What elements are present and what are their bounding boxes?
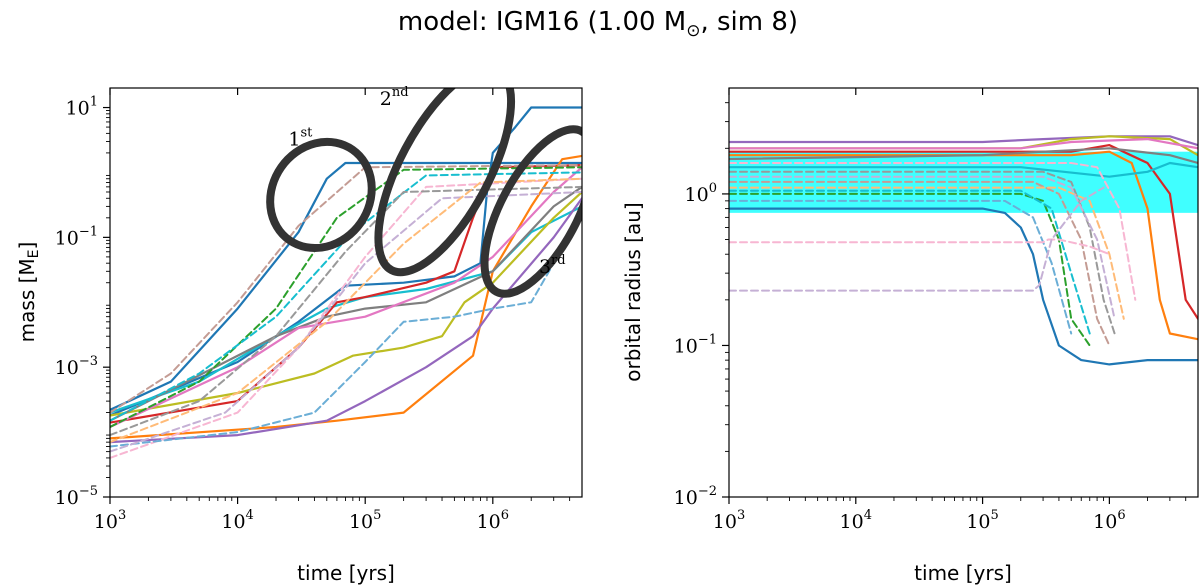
stage-label-1: 1st bbox=[288, 126, 313, 151]
mass-plot-frame bbox=[109, 87, 583, 498]
orbit-series-dash-pink-low bbox=[729, 238, 1111, 256]
mass-series-dash-brown bbox=[110, 164, 582, 414]
mass-series-dash-green bbox=[110, 166, 582, 428]
orbit-x-tick-label: 105 bbox=[966, 508, 998, 533]
mass-y-label-sub: E bbox=[26, 249, 42, 258]
orbit-x-tick-label: 106 bbox=[1093, 508, 1125, 533]
mass-x-tick-label: 105 bbox=[349, 508, 381, 533]
mass-y-tick-label: 10−1 bbox=[55, 224, 98, 249]
orbit-series-solid-orange bbox=[729, 150, 1198, 341]
orbit-x-tick-label: 103 bbox=[713, 508, 745, 533]
orbit-series-solid-pink bbox=[729, 138, 1198, 150]
mass-series-dash-orange bbox=[110, 177, 582, 444]
mass-series-dash-lightblue bbox=[110, 262, 555, 448]
orbit-panel: 103 104 105 106 10−2 10−1 100 time [yrs] orbit… bbox=[621, 87, 1199, 585]
orbit-y-tick-label: 100 bbox=[685, 181, 717, 206]
figure-title: model: IGM16 (1.00 M⊙, sim 8) bbox=[398, 7, 798, 41]
orbit-y-tick-label: 10−2 bbox=[674, 484, 717, 509]
mass-series-solid-purple bbox=[110, 197, 582, 444]
stage-label-2: 2nd bbox=[380, 85, 409, 110]
orbit-series-solid-red bbox=[729, 144, 1198, 320]
mass-panel: 103 104 105 106 10−5 10−3 10−1 101 1st 2nd 3rd ti… bbox=[15, 85, 583, 585]
title-suffix: , sim 8) bbox=[700, 7, 798, 37]
orbit-series-dash-orange bbox=[729, 186, 1125, 320]
orbit-series-solid-cyan bbox=[729, 161, 1198, 178]
orbit-y-label: orbital radius [au] bbox=[621, 202, 645, 381]
title-prefix: model: IGM16 (1.00 M bbox=[398, 7, 686, 37]
mass-y-tick-label: 10−5 bbox=[55, 484, 98, 509]
orbit-series-dash-pink bbox=[729, 162, 1137, 301]
orbit-series-dash-lightblue bbox=[729, 199, 1073, 335]
mass-y-label-main: mass [M bbox=[15, 258, 39, 342]
mass-y-tick-label: 101 bbox=[66, 95, 98, 120]
mass-series-dash-gray bbox=[110, 185, 582, 437]
orbit-series-dash-cyan bbox=[729, 189, 1091, 335]
orbit-plot-frame bbox=[728, 87, 1199, 498]
mass-series-dash-cyan bbox=[110, 171, 582, 422]
mass-series-solid-blue-1 bbox=[110, 161, 582, 411]
orbit-series-dash-purple-low bbox=[729, 186, 1105, 292]
mass-x-tick-label: 106 bbox=[477, 508, 509, 533]
orbit-x-tick-label: 104 bbox=[840, 508, 872, 533]
stage-label-3: 3rd bbox=[539, 253, 566, 278]
orbit-series-solid-gray bbox=[729, 147, 1198, 165]
sun-symbol: ⊙ bbox=[686, 21, 700, 41]
stage-ellipse-2 bbox=[374, 88, 516, 277]
orbit-series-dash-purple-light bbox=[729, 175, 1116, 320]
mass-y-label-end: ] bbox=[15, 242, 39, 250]
orbit-series-solid-blue bbox=[729, 207, 1198, 366]
orbit-series-dash-green bbox=[729, 192, 1091, 347]
mass-y-label: mass [ME] bbox=[15, 242, 42, 343]
mass-series-solid-olive bbox=[110, 190, 582, 417]
mass-x-tick-label: 104 bbox=[221, 508, 253, 533]
mass-x-tick-label: 103 bbox=[94, 508, 126, 533]
mass-series-dash-pink bbox=[110, 177, 582, 459]
stage-ellipse-1 bbox=[266, 137, 376, 253]
orbit-y-tick-label: 10−1 bbox=[674, 332, 717, 357]
orbit-x-label: time [yrs] bbox=[914, 561, 1012, 585]
mass-x-label: time [yrs] bbox=[297, 561, 395, 585]
mass-series-dash-purple bbox=[110, 191, 582, 453]
mass-y-tick-label: 10−3 bbox=[55, 354, 98, 379]
